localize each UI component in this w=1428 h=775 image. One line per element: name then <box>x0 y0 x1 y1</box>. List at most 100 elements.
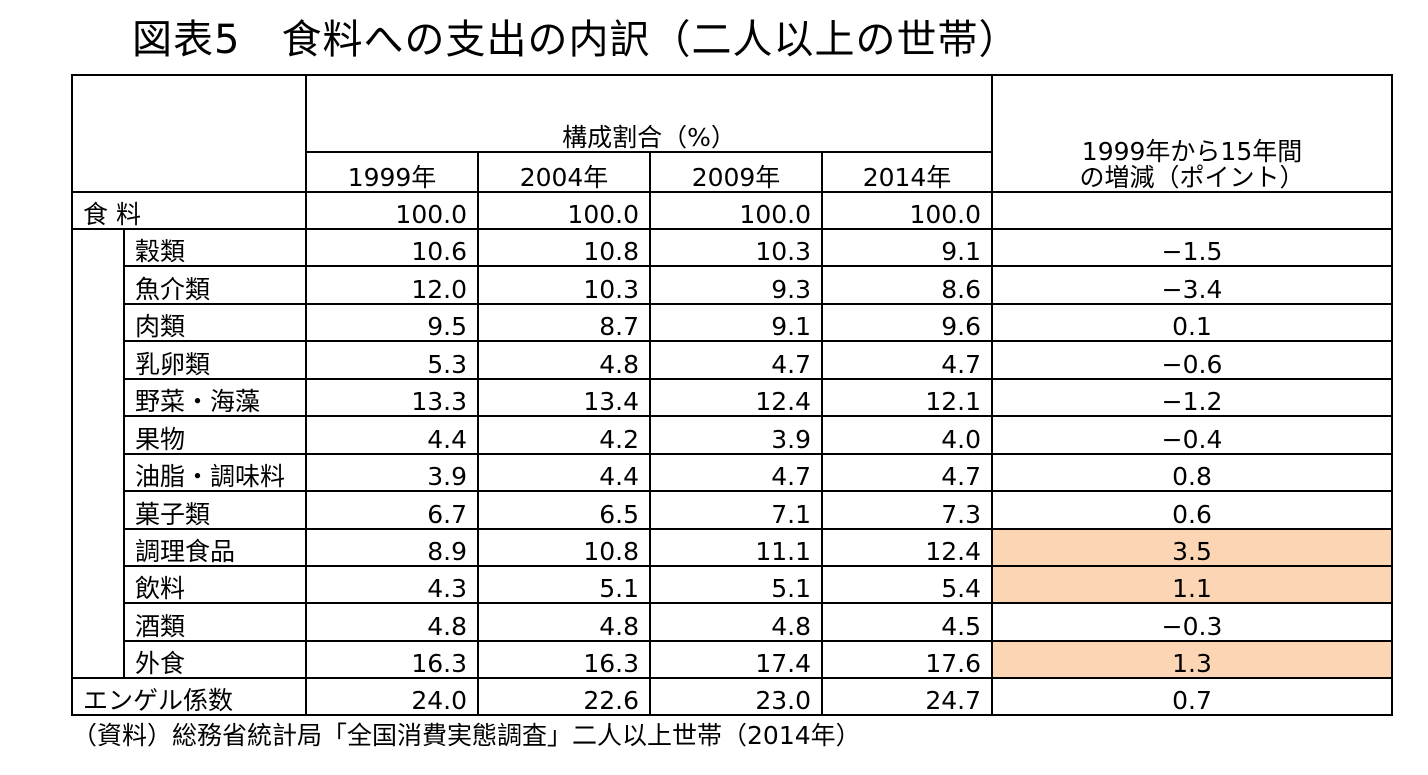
value-cell: 13.3 <box>305 377 479 418</box>
value-cell: 3.9 <box>305 452 479 493</box>
page-title: 図表5 食料への支出の内訳（二人以上の世帯） <box>132 17 1020 63</box>
value-cell: 16.3 <box>477 639 651 680</box>
value-cell: 4.7 <box>820 340 994 380</box>
value-cell: 9.5 <box>305 302 479 343</box>
indent-cell <box>71 228 125 267</box>
food-expenditure-table: 構成割合（%） 1999年から15年間 の増減（ポイント） 1999年 2004… <box>71 73 1394 716</box>
value-cell: 10.3 <box>477 265 651 305</box>
value-cell: 4.2 <box>477 415 651 455</box>
table-row: 飲料 4.3 5.1 5.1 5.4 1.1 <box>71 564 1394 605</box>
value-cell: 5.1 <box>477 564 651 605</box>
row-label: 肉類 <box>123 302 307 343</box>
value-cell: 10.6 <box>305 227 479 268</box>
value-cell: 4.0 <box>820 415 994 455</box>
indent-cell <box>71 528 125 566</box>
value-cell: 17.4 <box>649 639 823 680</box>
indent-cell <box>71 491 125 529</box>
change-header-line2: の増減（ポイント） <box>1079 163 1305 193</box>
year-header-1999: 1999年 <box>305 150 479 194</box>
row-label: 野菜・海藻 <box>123 377 307 418</box>
value-cell: 4.7 <box>649 340 823 380</box>
value-cell: 4.4 <box>477 452 651 493</box>
value-cell: 4.8 <box>649 602 823 642</box>
value-cell: 6.7 <box>305 490 479 530</box>
value-cell: 8.7 <box>477 302 651 343</box>
value-cell: 12.0 <box>305 265 479 305</box>
row-label: エンゲル係数 <box>71 677 307 716</box>
change-cell: −1.5 <box>991 227 1394 268</box>
value-cell: 5.4 <box>820 564 994 605</box>
row-label: 飲料 <box>123 564 307 605</box>
indent-cell <box>71 453 125 492</box>
value-cell: 9.1 <box>820 227 994 268</box>
value-cell: 100.0 <box>820 191 994 230</box>
change-cell: 0.8 <box>991 452 1394 493</box>
row-label: 油脂・調味料 <box>123 452 307 493</box>
source-note: （資料）総務省統計局「全国消費実態調査」二人以上世帯（2014年） <box>72 721 861 750</box>
row-label: 穀類 <box>123 227 307 268</box>
value-cell: 4.3 <box>305 564 479 605</box>
value-cell: 10.8 <box>477 227 651 268</box>
table-row: 外食 16.3 16.3 17.4 17.6 1.3 <box>71 639 1394 680</box>
indent-cell <box>71 378 125 417</box>
value-cell: 4.7 <box>649 452 823 493</box>
value-cell: 24.0 <box>305 677 479 716</box>
value-cell: 8.9 <box>305 527 479 567</box>
value-cell: 5.3 <box>305 340 479 380</box>
table-row: 魚介類 12.0 10.3 9.3 8.6 −3.4 <box>71 265 1394 305</box>
value-cell: 3.9 <box>649 415 823 455</box>
row-label: 酒類 <box>123 602 307 642</box>
row-label: 調理食品 <box>123 527 307 567</box>
value-cell: 16.3 <box>305 639 479 680</box>
change-cell-highlighted: 1.3 <box>991 639 1394 680</box>
value-cell: 9.1 <box>649 302 823 343</box>
value-cell: 10.8 <box>477 527 651 567</box>
value-cell: 4.5 <box>820 602 994 642</box>
value-cell: 10.3 <box>649 227 823 268</box>
change-cell: 0.6 <box>991 490 1394 530</box>
composition-header: 構成割合（%） <box>304 74 994 153</box>
table-row: 調理食品 8.9 10.8 11.1 12.4 3.5 <box>71 527 1394 567</box>
value-cell: 9.6 <box>820 302 994 343</box>
change-cell <box>991 191 1394 230</box>
table-row-total: 食 料 100.0 100.0 100.0 100.0 <box>71 191 1394 230</box>
change-cell: −0.4 <box>991 415 1394 455</box>
table-row: 酒類 4.8 4.8 4.8 4.5 −0.3 <box>71 602 1394 642</box>
value-cell: 6.5 <box>477 490 651 530</box>
change-cell: −1.2 <box>991 377 1394 418</box>
table-row: 油脂・調味料 3.9 4.4 4.7 4.7 0.8 <box>71 452 1394 493</box>
row-label: 魚介類 <box>123 265 307 305</box>
change-cell-highlighted: 3.5 <box>991 527 1394 567</box>
row-label: 乳卵類 <box>123 340 307 380</box>
table-row: 肉類 9.5 8.7 9.1 9.6 0.1 <box>71 302 1394 343</box>
value-cell: 13.4 <box>477 377 651 418</box>
change-cell: 0.7 <box>991 677 1394 716</box>
value-cell: 100.0 <box>477 191 651 230</box>
change-cell: −0.6 <box>991 340 1394 380</box>
change-cell-highlighted: 1.1 <box>991 564 1394 605</box>
change-header-line1: 1999年から15年間 <box>1081 137 1303 167</box>
indent-cell <box>71 603 125 641</box>
row-label: 外食 <box>123 639 307 680</box>
value-cell: 4.8 <box>477 340 651 380</box>
table-row: 穀類 10.6 10.8 10.3 9.1 −1.5 <box>71 227 1394 268</box>
value-cell: 12.1 <box>820 377 994 418</box>
row-label: 菓子類 <box>123 490 307 530</box>
indent-cell <box>71 565 125 604</box>
value-cell: 100.0 <box>305 191 479 230</box>
row-label: 食 料 <box>71 191 307 230</box>
value-cell: 12.4 <box>649 377 823 418</box>
table-row: 乳卵類 5.3 4.8 4.7 4.7 −0.6 <box>71 340 1394 380</box>
indent-cell <box>71 266 125 304</box>
indent-cell <box>71 341 125 379</box>
table-row: 菓子類 6.7 6.5 7.1 7.3 0.6 <box>71 490 1394 530</box>
table-row-engel: エンゲル係数 24.0 22.6 23.0 24.7 0.7 <box>71 677 1394 716</box>
value-cell: 11.1 <box>649 527 823 567</box>
year-header-2014: 2014年 <box>820 150 994 194</box>
value-cell: 23.0 <box>649 677 823 716</box>
value-cell: 9.3 <box>649 265 823 305</box>
value-cell: 4.7 <box>820 452 994 493</box>
value-cell: 4.8 <box>305 602 479 642</box>
value-cell: 17.6 <box>820 639 994 680</box>
table-row: 野菜・海藻 13.3 13.4 12.4 12.1 −1.2 <box>71 377 1394 418</box>
